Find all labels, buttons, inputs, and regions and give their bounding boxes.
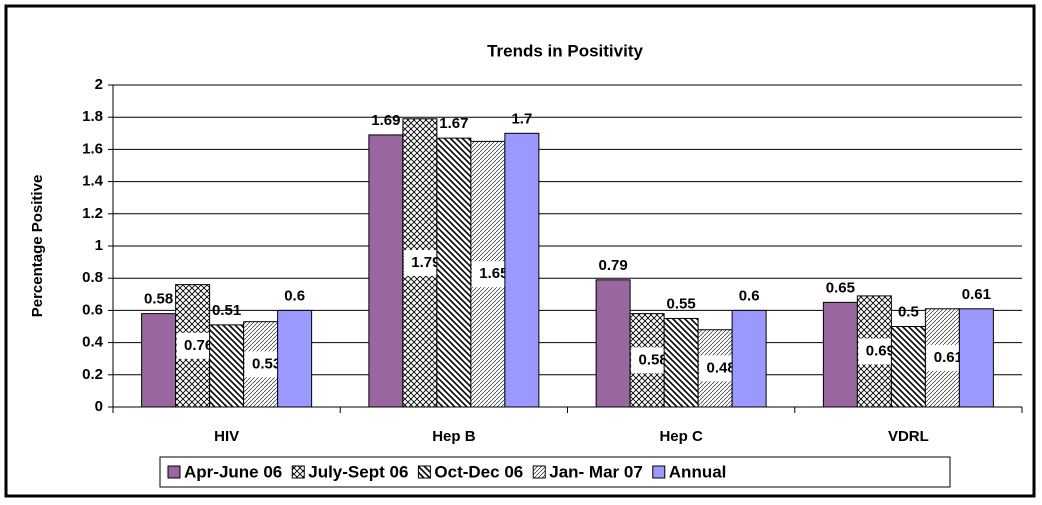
legend-label: Jan- Mar 07: [549, 462, 643, 481]
chart-title: Trends in Positivity: [487, 41, 643, 60]
data-label: 0.6: [739, 287, 760, 304]
legend-swatch: [167, 465, 181, 479]
data-label: 0.76: [184, 337, 213, 354]
data-label: 1.67: [439, 115, 468, 132]
bar: [595, 279, 631, 408]
x-tick-label: VDRL: [888, 428, 929, 445]
y-tick-label: 0: [95, 398, 103, 415]
data-label: 0.61: [962, 286, 991, 303]
data-label: 0.53: [252, 355, 281, 372]
y-tick-label: 1.4: [82, 173, 104, 190]
x-tick-label: Hep C: [659, 428, 703, 445]
y-tick-label: 1: [95, 237, 103, 254]
data-label: 0.61: [934, 349, 963, 366]
legend-label: Oct-Dec 06: [434, 462, 523, 481]
bar: [141, 313, 177, 408]
data-label: 1.65: [479, 265, 508, 282]
legend-label: Apr-June 06: [184, 462, 282, 481]
y-tick-label: 1.8: [82, 108, 103, 125]
legend-swatch: [652, 465, 666, 479]
bar: [436, 137, 472, 408]
data-label: 0.58: [639, 351, 668, 368]
bar: [209, 324, 245, 408]
data-label: 0.48: [707, 359, 736, 376]
data-label: 1.7: [511, 110, 532, 127]
legend-label: Annual: [669, 462, 727, 481]
data-label: 0.51: [212, 302, 241, 319]
y-tick-label: 1.6: [82, 140, 103, 157]
x-tick-label: HIV: [214, 428, 239, 445]
data-label: 1.69: [371, 112, 400, 129]
data-label: 1.79: [411, 254, 440, 271]
bar: [368, 134, 404, 408]
data-label: 0.5: [898, 303, 919, 320]
y-tick-label: 0.4: [82, 334, 104, 351]
legend-swatch: [532, 465, 546, 479]
bar: [822, 301, 858, 408]
y-axis-label: Percentage Positive: [29, 175, 46, 318]
legend-box: [159, 456, 951, 488]
bar: [731, 309, 767, 408]
data-label: 0.55: [667, 295, 696, 312]
y-tick-label: 0.2: [82, 366, 103, 383]
bar: [890, 326, 926, 408]
legend-swatch: [291, 465, 305, 479]
data-label: 0.65: [826, 279, 855, 296]
legend-label: July-Sept 06: [308, 462, 408, 481]
data-label: 0.69: [866, 342, 895, 359]
bar: [277, 309, 313, 408]
bar: [663, 317, 699, 408]
y-tick-label: 2: [95, 76, 103, 93]
y-tick-label: 0.6: [82, 301, 103, 318]
bar: [958, 308, 994, 408]
legend-swatch: [417, 465, 431, 479]
bar: [504, 132, 540, 408]
y-tick-label: 0.8: [82, 269, 103, 286]
data-label: 0.6: [284, 287, 305, 304]
y-tick-label: 1.2: [82, 205, 103, 222]
data-label: 0.58: [144, 291, 173, 308]
data-label: 0.79: [599, 257, 628, 274]
x-tick-label: Hep B: [432, 428, 476, 445]
